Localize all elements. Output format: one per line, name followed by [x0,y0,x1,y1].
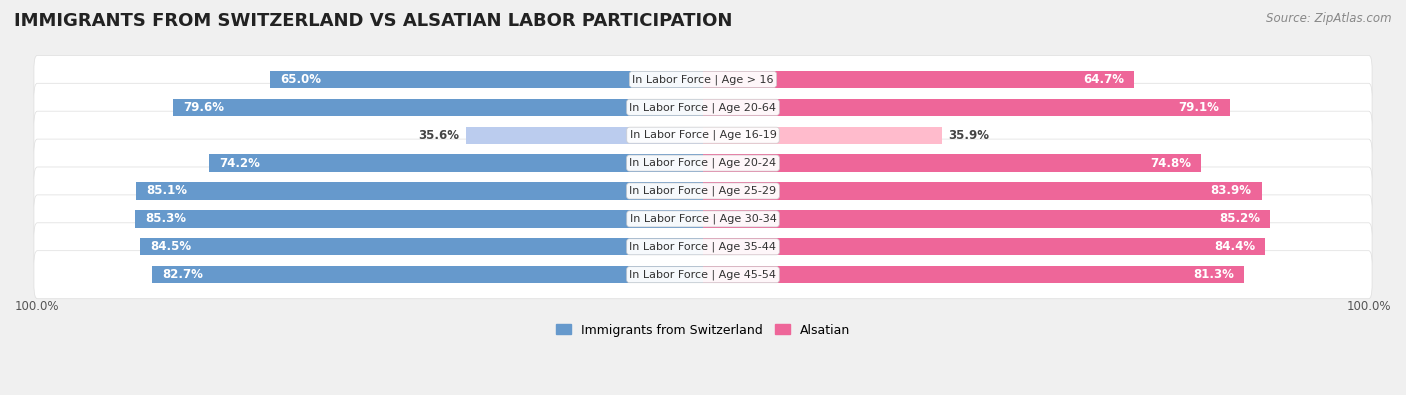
Bar [703,99,1230,116]
Bar [141,238,703,256]
Bar [703,126,942,144]
Text: 81.3%: 81.3% [1194,268,1234,281]
Bar [703,238,1265,256]
FancyBboxPatch shape [34,223,1372,271]
Bar [465,126,703,144]
Text: 84.4%: 84.4% [1213,240,1256,253]
Bar [152,266,703,283]
FancyBboxPatch shape [34,83,1372,131]
Bar [270,71,703,88]
Text: 64.7%: 64.7% [1083,73,1123,86]
Text: 85.1%: 85.1% [146,184,187,198]
Bar [703,182,1261,199]
Bar [173,99,703,116]
Legend: Immigrants from Switzerland, Alsatian: Immigrants from Switzerland, Alsatian [551,319,855,342]
Text: In Labor Force | Age 16-19: In Labor Force | Age 16-19 [630,130,776,141]
FancyBboxPatch shape [34,55,1372,103]
Text: 35.6%: 35.6% [419,129,460,142]
Text: 85.3%: 85.3% [145,213,186,226]
FancyBboxPatch shape [34,251,1372,299]
Text: 74.8%: 74.8% [1150,156,1191,169]
FancyBboxPatch shape [34,167,1372,215]
FancyBboxPatch shape [34,139,1372,187]
Bar [703,154,1201,172]
Text: In Labor Force | Age 30-34: In Labor Force | Age 30-34 [630,214,776,224]
FancyBboxPatch shape [34,111,1372,159]
Text: Source: ZipAtlas.com: Source: ZipAtlas.com [1267,12,1392,25]
Text: 84.5%: 84.5% [150,240,191,253]
Text: In Labor Force | Age 45-54: In Labor Force | Age 45-54 [630,269,776,280]
Text: In Labor Force | Age 20-24: In Labor Force | Age 20-24 [630,158,776,168]
Text: 35.9%: 35.9% [949,129,990,142]
Text: In Labor Force | Age 35-44: In Labor Force | Age 35-44 [630,242,776,252]
Text: IMMIGRANTS FROM SWITZERLAND VS ALSATIAN LABOR PARTICIPATION: IMMIGRANTS FROM SWITZERLAND VS ALSATIAN … [14,12,733,30]
Text: 79.6%: 79.6% [183,101,224,114]
Bar [703,71,1133,88]
Bar [136,182,703,199]
Text: 82.7%: 82.7% [163,268,204,281]
Text: In Labor Force | Age 25-29: In Labor Force | Age 25-29 [630,186,776,196]
Text: 79.1%: 79.1% [1178,101,1219,114]
Text: 83.9%: 83.9% [1211,184,1251,198]
Text: In Labor Force | Age 20-64: In Labor Force | Age 20-64 [630,102,776,113]
Bar [703,266,1244,283]
FancyBboxPatch shape [34,195,1372,243]
Text: 85.2%: 85.2% [1219,213,1260,226]
Bar [703,210,1270,228]
Text: 65.0%: 65.0% [280,73,321,86]
Text: In Labor Force | Age > 16: In Labor Force | Age > 16 [633,74,773,85]
Bar [209,154,703,172]
Bar [135,210,703,228]
Text: 74.2%: 74.2% [219,156,260,169]
